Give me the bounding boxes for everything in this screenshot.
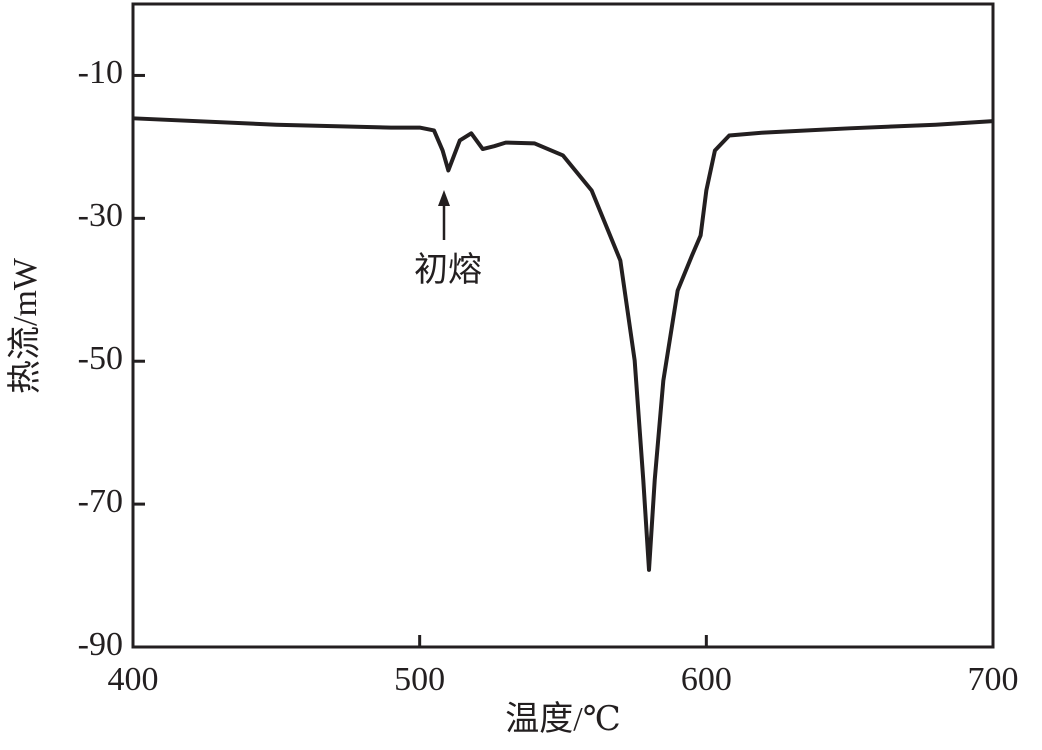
plot-frame: [131, 2, 995, 649]
x-tick-label: 400: [108, 661, 159, 698]
y-axis-label: 热流/mW: [6, 257, 44, 394]
x-tick-label: 600: [681, 661, 732, 698]
annotation-arrowhead: [438, 190, 450, 206]
y-tick-label: -70: [78, 483, 123, 520]
x-tick-label: 700: [968, 661, 1019, 698]
x-tick-label: 500: [394, 661, 445, 698]
x-axis-label: 温度/℃: [505, 700, 620, 738]
y-tick-label: -50: [78, 340, 123, 377]
annotation: 初熔: [414, 251, 482, 289]
data-line: [132, 116, 994, 572]
y-tick-label: -90: [78, 626, 123, 663]
y-tick-label: -30: [78, 197, 123, 234]
y-tick-label: -10: [78, 54, 123, 91]
